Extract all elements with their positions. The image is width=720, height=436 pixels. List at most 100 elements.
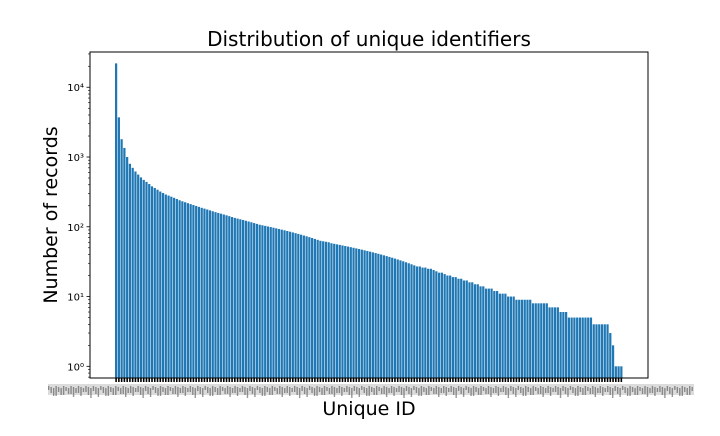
x-tick-label-glyph <box>674 386 676 390</box>
x-tick-label-glyph <box>164 388 167 395</box>
bar <box>611 345 615 378</box>
bar <box>531 303 535 378</box>
x-tick-label-glyph <box>607 386 609 392</box>
x-tick-label-glyph <box>378 387 380 391</box>
x-tick-label-glyph <box>485 388 487 394</box>
bar <box>208 210 212 378</box>
bar <box>429 268 432 378</box>
x-tick-label-glyph <box>669 387 671 394</box>
x-tick-label-glyph <box>681 386 683 396</box>
x-tick-label-glyph <box>343 388 346 392</box>
bar <box>460 278 463 378</box>
x-tick-label-glyph <box>328 388 331 394</box>
x-tick-label-glyph <box>167 386 169 395</box>
y-tick-label: 10¹ <box>67 293 84 304</box>
x-tick-label-glyph <box>107 386 110 396</box>
bar <box>446 275 449 378</box>
x-tick-label-glyph <box>239 388 241 392</box>
x-tick-label-glyph <box>97 388 100 397</box>
bar <box>283 230 286 378</box>
x-tick-label-glyph <box>50 387 52 393</box>
x-tick-label-glyph <box>134 388 137 392</box>
bar <box>197 206 201 378</box>
bar <box>617 366 620 378</box>
x-tick-label-glyph <box>52 388 55 396</box>
x-tick-label-glyph <box>229 387 231 397</box>
x-tick-label-glyph <box>487 386 490 394</box>
x-tick-label-glyph <box>691 387 693 391</box>
x-tick-label-glyph <box>373 388 375 395</box>
x-tick-label-glyph <box>684 387 686 392</box>
x-tick-label-glyph <box>306 388 308 397</box>
x-tick-label-glyph <box>559 388 562 398</box>
x-tick-label-glyph <box>686 388 688 395</box>
x-tick-label-glyph <box>271 386 274 395</box>
x-tick-label-glyph <box>80 387 82 396</box>
x-tick-label-glyph <box>137 386 139 392</box>
bar <box>250 222 253 378</box>
bar <box>371 252 374 378</box>
bar <box>424 267 427 378</box>
bar <box>352 247 355 378</box>
bar <box>115 63 118 378</box>
x-tick-label-glyph <box>423 387 425 392</box>
x-tick-label-glyph <box>169 387 172 391</box>
x-tick-label-glyph <box>142 388 144 398</box>
x-tick-label-glyph <box>639 387 641 391</box>
x-tick-label-glyph <box>661 387 664 395</box>
x-tick-label-glyph <box>470 388 472 396</box>
x-tick-label-glyph <box>602 387 604 396</box>
bar <box>338 244 341 378</box>
x-tick-label-glyph <box>338 386 341 393</box>
x-tick-label-glyph <box>572 387 574 393</box>
x-tick-label-glyph <box>592 386 594 394</box>
x-tick-label-glyph <box>122 386 124 394</box>
x-tick-label-glyph <box>187 388 189 392</box>
bar <box>413 265 416 378</box>
x-tick-label-glyph <box>199 387 201 394</box>
x-tick-label-glyph <box>87 387 90 395</box>
x-tick-label-glyph <box>289 387 291 396</box>
bar <box>396 259 399 378</box>
x-tick-label-glyph <box>433 388 435 394</box>
x-tick-label-glyph <box>249 386 251 391</box>
x-tick-label-glyph <box>629 386 631 396</box>
x-tick-label-glyph <box>266 387 269 392</box>
x-tick-label-glyph <box>75 388 77 393</box>
x-tick-label-glyph <box>293 386 296 392</box>
x-tick-label-glyph <box>303 387 306 394</box>
x-tick-label-glyph <box>147 387 149 394</box>
x-tick-label-glyph <box>425 388 428 395</box>
x-tick-label-glyph <box>286 386 288 393</box>
bar <box>275 228 278 378</box>
x-tick-label-glyph <box>589 388 592 394</box>
x-tick-label-glyph <box>636 386 639 395</box>
bar <box>507 296 510 378</box>
x-tick-label-glyph <box>246 388 249 398</box>
bar <box>192 205 195 378</box>
bar <box>498 293 501 378</box>
x-tick-label-glyph <box>460 387 462 394</box>
x-tick-label-glyph <box>385 387 388 397</box>
x-tick-label-glyph <box>321 388 323 395</box>
bar <box>308 237 311 378</box>
x-tick-label-glyph <box>120 388 122 394</box>
x-tick-label-glyph <box>117 387 119 391</box>
bar <box>261 225 264 378</box>
bar <box>421 267 424 378</box>
x-tick-label-glyph <box>139 387 142 395</box>
x-tick-label-glyph <box>614 386 616 391</box>
x-tick-label-glyph <box>341 387 343 396</box>
bar <box>203 208 206 378</box>
bar <box>305 236 308 378</box>
x-tick-label-glyph <box>259 387 261 393</box>
x-tick-label-glyph <box>604 388 606 392</box>
bar <box>255 223 259 378</box>
bar <box>479 286 482 378</box>
x-tick-label-glyph <box>216 388 219 395</box>
bar <box>600 324 604 378</box>
bar <box>614 366 617 378</box>
bar <box>515 299 518 378</box>
x-tick-label-glyph <box>115 386 117 395</box>
bar <box>562 312 565 378</box>
